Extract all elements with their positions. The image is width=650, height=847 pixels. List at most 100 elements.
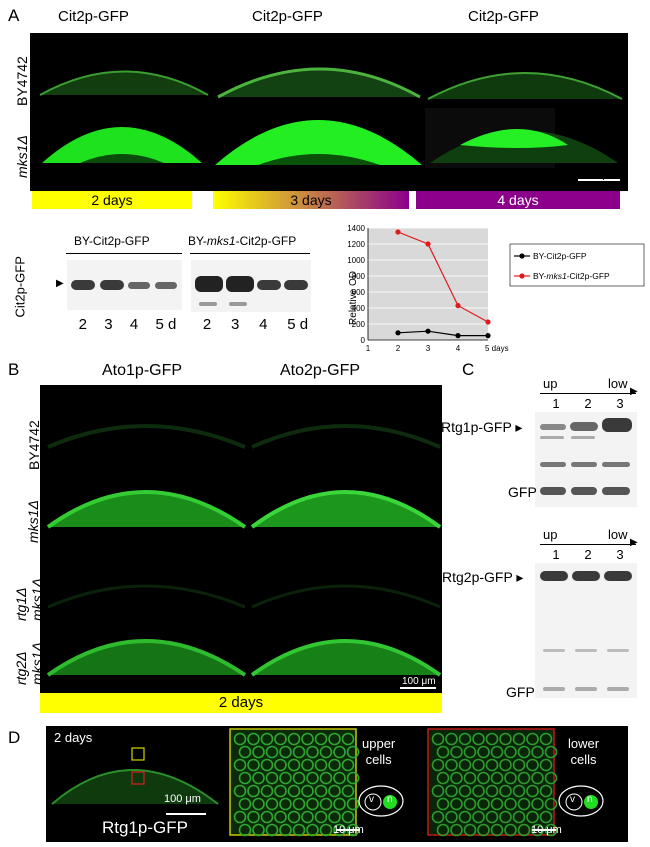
timeline-b-2days: 2 days (40, 693, 442, 713)
cit2-title-1: Cit2p-GFP (58, 8, 129, 25)
chart-x-tick-label: 2 (396, 344, 401, 353)
chart-legend-marker (519, 273, 525, 279)
panel-b-letter: B (8, 360, 20, 379)
timeline-4days: 4 days (416, 191, 620, 209)
panel-d-micrograph (46, 726, 628, 842)
c1-membrane (535, 412, 637, 507)
chart-series-line (397, 330, 488, 337)
c2-up: up (543, 527, 558, 542)
scale-bar-a: 100 μm (583, 170, 617, 181)
chart-legend-label: BY-mks1-Cit2p-GFP (533, 271, 610, 281)
c2-arrow-icon: ▶ (630, 537, 638, 548)
c2-rtg2-label: Rtg2p-GFP ▸ (442, 569, 524, 585)
chart-x-tick-label: 5 days (485, 344, 509, 353)
chart-plot-area (368, 228, 488, 340)
upper-region-box (131, 747, 145, 761)
cit2-title-3: Cit2p-GFP (468, 8, 539, 25)
c1-low: low (608, 376, 628, 391)
c1-gfp-label: GFP (508, 484, 537, 500)
b-row-by4742: BY4742 (26, 420, 42, 470)
chart-data-point (395, 229, 401, 235)
panel-c-letter: C (462, 360, 475, 379)
c1-up: up (543, 376, 558, 391)
d-upper-nucleus: n (387, 794, 393, 805)
timeline-2days: 2 days (32, 191, 192, 209)
upper-cells-image (229, 728, 357, 836)
chart-y-tick-label: 1200 (347, 240, 365, 249)
chart-data-point (485, 333, 491, 339)
d-scale-small-2: 10 μm (531, 824, 562, 836)
blot-a-ylabel: Cit2p-GFP (12, 256, 28, 318)
c1-rtg1-label: Rtg1p-GFP ▸ (441, 419, 523, 435)
panel-a-micrograph (30, 33, 628, 191)
ato2-title: Ato2p-GFP (280, 362, 361, 379)
blot-a-group1: BY-Cit2p-GFP (74, 234, 150, 248)
blot-a-membrane-2 (191, 260, 311, 312)
chart-legend-label: BY-Cit2p-GFP (533, 251, 587, 261)
chart-data-point (395, 330, 401, 336)
d-scale-big: 100 μm (164, 793, 201, 805)
d-lower-label: lower cells (568, 736, 600, 767)
blot-a-group1-line (66, 253, 182, 254)
panel-b-micrograph (40, 385, 442, 693)
c1-arrow-icon: ▶ (630, 386, 638, 397)
b-row-mks1: mks1Δ (25, 500, 41, 543)
relative-od-chart: 0 200 400 600 800 1000 1200 1400 1 2 3 4 5 days Rela… (347, 224, 645, 353)
lower-cell-diagram (558, 785, 604, 817)
c1-arrow-line (540, 393, 636, 394)
chart-data-point (425, 241, 431, 247)
b-row-rtg2-mks1: mks1Δ (29, 642, 45, 685)
blot-a-group2: BY-mks1-Cit2p-GFP (188, 234, 297, 248)
blot-a-arrow-icon: ▶ (56, 278, 64, 289)
colony-mks1-2d (42, 127, 202, 163)
chart-y-tick-label: 800 (352, 272, 366, 281)
chart-data-point (455, 333, 461, 339)
chart-y-tick-label: 600 (352, 288, 366, 297)
chart-legend-box (509, 243, 645, 287)
d-lower-vacuole: v (570, 794, 575, 805)
blot-a-group2-line (190, 253, 310, 254)
chart-data-point (455, 303, 461, 309)
d-upper-vacuole: v (369, 794, 374, 805)
c2-gfp-label: GFP (506, 684, 535, 700)
chart-series-line (397, 231, 489, 323)
chart-y-tick-label: 400 (352, 304, 366, 313)
row-label-mks1: mks1Δ (14, 135, 30, 178)
d-protein-label: Rtg1p-GFP (102, 818, 188, 837)
d-scale-small-1: 10 μm (333, 824, 364, 836)
ato1-title: Ato1p-GFP (102, 362, 183, 379)
blot-a-membrane-1 (67, 260, 182, 310)
chart-data-point (485, 319, 491, 325)
row-label-by4742: BY4742 (14, 56, 30, 106)
upper-cell-diagram (358, 785, 404, 817)
panel-a-letter: A (8, 6, 20, 25)
chart-y-tick-label: 1400 (347, 224, 365, 233)
c2-membrane (535, 563, 637, 698)
chart-data-point (425, 328, 431, 334)
chart-x-tick-label: 4 (456, 344, 461, 353)
c2-arrow-line (540, 544, 636, 545)
colony-mks1-3d (215, 120, 422, 165)
d-upper-label: upper cells (362, 736, 396, 767)
d-days-label: 2 days (54, 730, 93, 745)
chart-x-tick-label: 1 (366, 344, 371, 353)
chart-x-tick-label: 3 (426, 344, 431, 353)
d-lower-nucleus: n (587, 794, 593, 805)
chart-y-tick-label: 1000 (347, 256, 365, 265)
panel-d-letter: D (8, 728, 21, 747)
chart-y-tick-label: 0 (361, 336, 366, 345)
c2-low: low (608, 527, 628, 542)
chart-y-tick-label: 200 (352, 320, 366, 329)
chart-legend-marker (519, 253, 525, 259)
timeline-3days: 3 days (213, 191, 409, 209)
scale-bar-b: 100 μm (402, 676, 436, 687)
lower-region-box (131, 771, 145, 785)
cit2-title-2: Cit2p-GFP (252, 8, 323, 25)
b-row-rtg1-mks1: mks1Δ (29, 578, 45, 621)
b-row-rtg1: rtg1Δ (13, 587, 29, 621)
chart-y-axis-label: Relative OD (348, 271, 359, 325)
